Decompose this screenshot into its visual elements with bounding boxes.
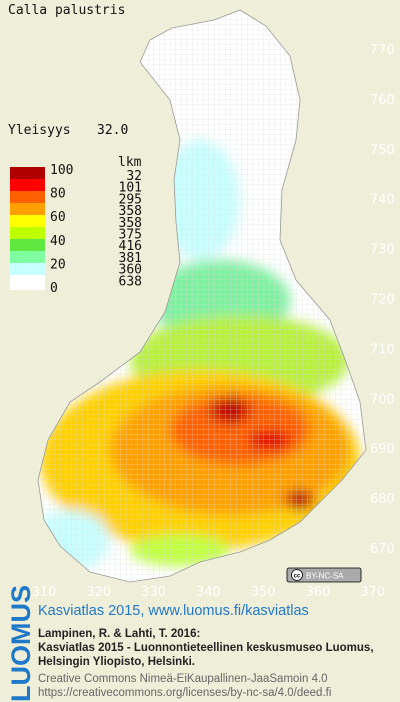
northing-label: 740 bbox=[370, 193, 395, 208]
northing-label: 670 bbox=[370, 542, 395, 557]
count-header: lkm bbox=[118, 155, 142, 170]
northing-label: 730 bbox=[370, 243, 395, 258]
easting-label: 310 bbox=[32, 585, 57, 600]
frequency-value: 32.0 bbox=[97, 123, 128, 138]
northing-label: 700 bbox=[370, 392, 395, 407]
license: Creative Commons Nimeä-EiKaupallinen-Jaa… bbox=[38, 673, 328, 685]
source-link[interactable]: Kasviatlas 2015, www.luomus.fi/kasviatla… bbox=[38, 603, 309, 619]
easting-label: 330 bbox=[141, 585, 166, 600]
map bbox=[37, 9, 367, 583]
northing-label: 720 bbox=[370, 293, 395, 308]
northing-label: 750 bbox=[370, 143, 395, 158]
species-title: Calla palustris bbox=[8, 3, 125, 18]
scale-label: 80 bbox=[50, 187, 66, 202]
scale-label: 40 bbox=[50, 234, 66, 249]
easting-label: 360 bbox=[306, 585, 331, 600]
northing-label: 690 bbox=[370, 442, 395, 457]
frequency-label: Yleisyys bbox=[8, 123, 71, 138]
count-label: 295 bbox=[119, 192, 142, 207]
count-label: 358 bbox=[119, 216, 142, 231]
license-url[interactable]: https://creativecommons.org/licenses/by-… bbox=[38, 687, 331, 699]
easting-label: 320 bbox=[86, 585, 111, 600]
northing-label: 770 bbox=[370, 43, 395, 58]
scale-label: 20 bbox=[50, 257, 66, 272]
easting-label: 370 bbox=[360, 585, 385, 600]
citation: Lampinen, R. & Lahti, T. 2016: bbox=[38, 628, 200, 640]
legend: lkm 100806040200321012953583583754163813… bbox=[10, 155, 142, 296]
license-badge: cc BY-NC-SA bbox=[286, 567, 362, 583]
northing-label: 680 bbox=[370, 492, 395, 507]
logo: LUOMUS bbox=[6, 585, 36, 702]
scale-label: 100 bbox=[50, 163, 73, 178]
count-label: 358 bbox=[119, 204, 142, 219]
scale-label: 60 bbox=[50, 210, 66, 225]
count-label: 360 bbox=[119, 263, 142, 278]
count-label: 375 bbox=[119, 228, 142, 243]
badge-text: BY-NC-SA bbox=[306, 572, 344, 581]
citation: Kasviatlas 2015 - Luonnontieteellinen ke… bbox=[38, 642, 374, 654]
count-label: 381 bbox=[119, 251, 142, 266]
count-label: 638 bbox=[119, 274, 142, 289]
citation: Helsingin Yliopisto, Helsinki. bbox=[38, 656, 195, 668]
svg-text:cc: cc bbox=[294, 574, 301, 580]
northing-label: 760 bbox=[370, 93, 395, 108]
easting-label: 340 bbox=[196, 585, 221, 600]
easting-label: 350 bbox=[251, 585, 276, 600]
count-label: 416 bbox=[119, 239, 142, 254]
scale-label: 0 bbox=[50, 281, 58, 296]
count-label: 101 bbox=[119, 181, 142, 196]
northing-label: 710 bbox=[370, 342, 395, 357]
count-label: 32 bbox=[126, 169, 142, 184]
